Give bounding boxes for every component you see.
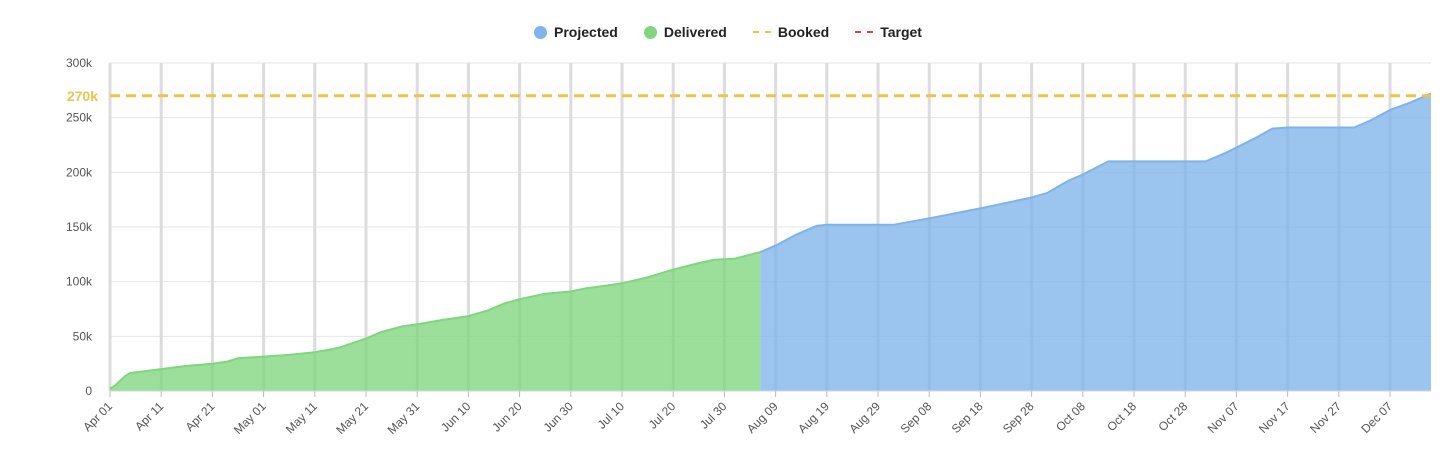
line-delivered <box>109 251 761 390</box>
x-tick-label: Sep 28 <box>1000 399 1037 436</box>
x-tick-label: Nov 07 <box>1205 399 1242 436</box>
x-tick-label: Apr 01 <box>80 399 115 434</box>
x-tick-label: Nov 27 <box>1307 399 1344 436</box>
x-tick-label: Apr 21 <box>183 399 218 434</box>
x-tick-label: Aug 09 <box>744 399 781 436</box>
x-tick-label: Nov 17 <box>1256 399 1293 436</box>
legend-symbol-target <box>855 31 874 33</box>
x-tick-label: Jun 10 <box>438 399 474 435</box>
x-tick-label: Jun 30 <box>541 399 577 435</box>
area-projected <box>760 93 1431 391</box>
chart-legend: Projected Delivered Booked Target <box>0 24 1456 40</box>
y-tick-label: 250k <box>66 111 93 125</box>
x-tick-label: Oct 08 <box>1053 399 1088 434</box>
x-tick-label: Aug 19 <box>795 399 832 436</box>
x-tick-label: Sep 08 <box>898 399 935 436</box>
legend-symbol-booked <box>752 31 771 33</box>
legend-item-delivered[interactable]: Delivered <box>643 24 727 40</box>
x-tick-label: Dec 07 <box>1358 399 1395 436</box>
x-tick-label: Jul 30 <box>697 399 730 432</box>
x-tick-label: May 31 <box>385 399 423 437</box>
y-tick-label: 200k <box>66 165 93 179</box>
y-tick-label: 300k <box>66 56 93 70</box>
reference-line-label: 270k <box>67 88 98 104</box>
x-tick-label: Apr 11 <box>132 399 167 434</box>
x-tick-label: May 11 <box>283 399 320 436</box>
x-tick-label: Jul 20 <box>646 399 679 432</box>
x-tick-label: Oct 28 <box>1155 399 1190 434</box>
legend-label: Target <box>880 24 922 40</box>
legend-symbol-projected <box>534 25 548 39</box>
y-tick-label: 150k <box>66 220 93 234</box>
legend-item-target[interactable]: Target <box>855 24 922 40</box>
x-tick-label: Jun 20 <box>489 399 525 435</box>
x-tick-label: Jul 10 <box>595 399 628 432</box>
legend-symbol-delivered <box>643 25 657 39</box>
x-tick-label: May 01 <box>231 399 269 437</box>
y-tick-label: 50k <box>73 329 93 343</box>
y-tick-label: 0 <box>85 384 92 398</box>
x-tick-label: Sep 18 <box>949 399 986 436</box>
legend-label: Booked <box>777 24 830 40</box>
legend-item-booked[interactable]: Booked <box>752 24 830 40</box>
x-tick-label: Aug 29 <box>846 399 883 436</box>
legend-item-projected[interactable]: Projected <box>534 24 618 40</box>
line-projected <box>759 92 1432 254</box>
legend-label: Projected <box>554 24 618 40</box>
legend-label: Delivered <box>663 24 727 40</box>
x-tick-label: May 21 <box>333 399 371 437</box>
x-tick-label: Oct 18 <box>1104 399 1139 434</box>
y-tick-label: 100k <box>66 275 93 289</box>
